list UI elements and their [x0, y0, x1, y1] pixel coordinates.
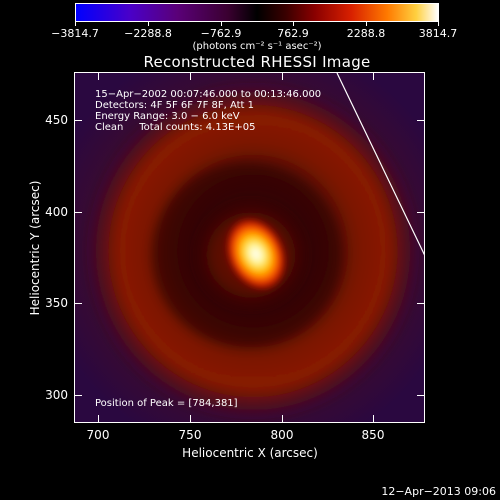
x-axis-tick — [190, 73, 191, 80]
colorbar-tick-label: 2288.8 — [346, 27, 386, 40]
x-axis-tick — [282, 415, 283, 422]
annotation-detectors: Detectors: 4F 5F 6F 7F 8F, Att 1 — [95, 100, 255, 111]
colorbar-unit-label: (photons cm⁻² s⁻¹ asec⁻²) — [192, 41, 322, 52]
y-tick-label: 300 — [45, 388, 68, 402]
colorbar-tick-label: 762.9 — [277, 27, 309, 40]
rhessi-image-plot: 15−Apr−2002 00:07:46.000 to 00:13:46.000… — [74, 72, 425, 423]
y-axis-tick — [417, 395, 424, 396]
colorbar-tick — [221, 22, 222, 26]
colorbar-tick-label: 3814.7 — [418, 27, 458, 40]
y-axis-tick — [417, 212, 424, 213]
peak-source — [223, 215, 289, 293]
colorbar-tick — [148, 22, 149, 26]
colorbar-tick-label: −3814.7 — [51, 27, 99, 40]
x-axis-tick — [373, 73, 374, 80]
colorbar-tick — [293, 22, 294, 26]
plot-title: Reconstructed RHESSI Image — [143, 53, 371, 71]
x-axis-tick — [190, 415, 191, 422]
y-axis-tick — [75, 395, 82, 396]
annotation-energy-range: Energy Range: 3.0 − 6.0 keV — [95, 111, 240, 122]
colorbar-tick-label: −2288.8 — [124, 27, 172, 40]
x-tick-label: 800 — [270, 428, 294, 442]
rhessi-image — [75, 73, 424, 422]
x-tick-label: 700 — [86, 428, 110, 442]
colorbar-tick-label: −762.9 — [200, 27, 242, 40]
y-tick-label: 450 — [45, 113, 68, 127]
y-axis-tick — [75, 212, 82, 213]
colorbar-tick — [75, 22, 76, 26]
y-axis-tick — [75, 303, 82, 304]
annotation-peak-position: Position of Peak = [784,381] — [95, 398, 238, 409]
y-axis-tick — [417, 120, 424, 121]
y-axis-tick — [75, 120, 82, 121]
y-tick-label: 350 — [45, 296, 68, 310]
x-axis-label: Heliocentric X (arcsec) — [182, 446, 318, 460]
colorbar-tick — [366, 22, 367, 26]
x-tick-label: 850 — [361, 428, 385, 442]
x-axis-tick — [282, 73, 283, 80]
x-axis-tick — [98, 73, 99, 80]
annotation-time-range: 15−Apr−2002 00:07:46.000 to 00:13:46.000 — [95, 89, 322, 100]
y-axis-tick — [417, 303, 424, 304]
colorbar — [75, 3, 439, 22]
solar-limb-line — [336, 73, 424, 256]
x-tick-label: 750 — [178, 428, 202, 442]
y-tick-label: 400 — [45, 205, 68, 219]
x-axis-tick — [373, 415, 374, 422]
plot-timestamp: 12−Apr−2013 09:06 — [381, 485, 496, 498]
colorbar-tick — [438, 22, 439, 26]
annotation-method-counts: Clean Total counts: 4.13E+05 — [95, 122, 256, 133]
x-axis-tick — [98, 415, 99, 422]
y-axis-label: Heliocentric Y (arcsec) — [28, 180, 42, 316]
